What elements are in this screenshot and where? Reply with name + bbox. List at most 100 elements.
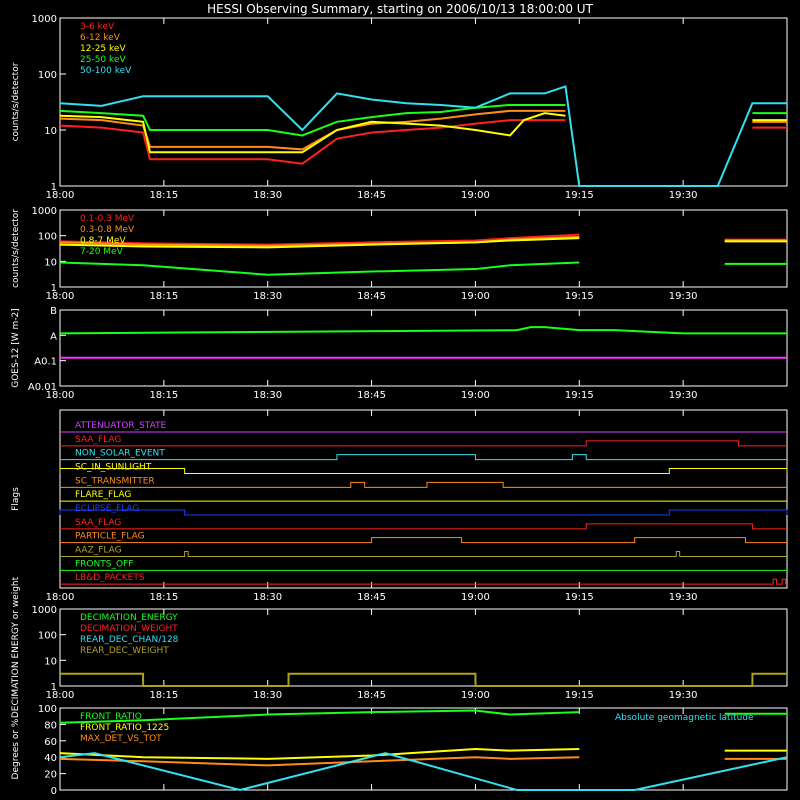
x-tick-label: 18:15 [149,592,178,603]
panel-goes: A0.01 A0.1 A B 18:00 18:15 18:30 18:45 19:00 19:1… [11,306,788,401]
series-label: PARTICLE_FLAG [75,532,145,542]
panel-ratios: 0 20 40 60 80 100 Degrees or % FRONT_RATIOFRONT… [11,704,788,797]
y-tick-label: 10 [44,656,57,667]
series-line [59,237,787,249]
series-line [59,326,787,335]
panel-frame [59,309,788,387]
series-line [59,119,787,165]
x-tick-label: 18:45 [357,690,386,701]
x-tick-label: 18:45 [357,291,386,302]
x-tick-label: 19:30 [669,592,698,603]
series-line [60,523,787,530]
series-line [59,709,787,724]
x-tick-label: 19:30 [669,390,698,401]
series-line [59,747,787,760]
x-tick-label: 19:15 [565,592,594,603]
x-tick-label: 18:15 [149,390,178,401]
legend-entry: 0.3-0.8 MeV [80,225,135,235]
series-line [60,551,787,557]
legend-entry: 25-50 keV [80,55,126,65]
y-tick-label: 10 [44,126,57,137]
series-line [59,85,787,187]
series-label: ECLIPSE_FLAG [75,504,139,514]
y-tick-label: 10 [44,257,57,268]
y-tick-label: A0.01 [28,382,57,393]
series-label: SAA_FLAG [75,435,121,445]
x-tick-label: 19:00 [461,592,490,603]
y-tick-label: 20 [44,770,57,781]
x-tick-label: 18:45 [357,190,386,201]
x-tick-label: 18:00 [46,291,75,302]
series-line [60,440,787,447]
y-axis-label: Flags [11,487,21,511]
y-tick-label: 1 [51,182,57,193]
panel-decimation: 1 10 100 1000 18:00 18:15 18:30 18:45 19:00 19:15… [11,576,788,718]
y-tick-label: 1000 [32,206,57,217]
series-line [59,103,787,137]
x-tick-label: 18:00 [46,690,75,701]
legend-entry: REAR_DEC_CHAN/128 [80,635,179,645]
y-tick-label: 40 [44,753,57,764]
legend-entry: 12-25 keV [80,44,126,54]
y-tick-label: 100 [38,631,57,642]
x-tick-label: 19:15 [565,690,594,701]
y-tick-label: 100 [38,704,57,715]
legend-entry: DECIMATION_WEIGHT [80,624,178,634]
series-label: SC_TRANSMITTER [75,476,155,486]
y-tick-label: 1000 [32,605,57,616]
legend-entry: 3-6 keV [80,22,115,32]
x-tick-label: 19:15 [565,390,594,401]
legend-entry: REAR_DEC_WEIGHT [80,646,169,656]
x-tick-label: 18:15 [149,690,178,701]
x-tick-label: 18:15 [149,291,178,302]
series-line [59,468,788,474]
series-label: FLARE_FLAG [75,490,131,500]
x-tick-label: 18:30 [253,592,282,603]
series-line [60,578,787,585]
x-tick-label: 19:15 [565,190,594,201]
x-tick-label: 18:30 [253,291,282,302]
series-line [60,537,787,544]
legend-entry: DECIMATION_ENERGY [80,613,178,623]
x-tick-label: 18:45 [357,592,386,603]
y-tick-label: 0 [51,786,57,797]
series-label: ATTENUATOR_STATE [75,421,167,431]
series-label: NON_SOLAR_EVENT [75,449,165,459]
x-tick-label: 18:30 [253,390,282,401]
x-tick-label: 19:00 [461,690,490,701]
legend-entry: 7-20 MeV [80,247,124,257]
y-axis-label: GOES-12 [W m-2] [11,308,21,388]
series-label: LB&D_PACKETS [75,573,145,583]
y-tick-label: 100 [38,70,57,81]
chart-title: HESSI Observing Summary, starting on 200… [207,2,593,16]
y-tick-label: 1 [51,682,57,693]
annotation: Absolute geomagnetic latitude [615,713,754,723]
series-line [59,752,788,792]
series-line [60,672,787,687]
x-tick-label: 18:15 [149,190,178,201]
legend-entry: FRONT_RATIO_1225 [80,723,169,733]
y-tick-label: 80 [44,720,57,731]
y-tick-label: 1 [51,283,57,294]
series-line [59,261,787,276]
legend-entry: MAX_DET_VS_TOT [80,734,162,744]
series-line [60,481,787,488]
y-tick-label: 100 [38,232,57,243]
x-tick-label: 18:30 [253,190,282,201]
y-axis-label: counts/s/detector [11,209,21,288]
x-tick-label: 18:00 [46,390,75,401]
x-tick-label: 19:00 [461,190,490,201]
panel-frame [59,608,788,687]
panel-flags: 18:00 18:15 18:30 18:45 19:00 19:15 19:30 Flags… [11,409,788,603]
legend-entry: 0.8-7 MeV [80,236,126,246]
series-label: SAA_FLAG [75,518,121,528]
panel-frame [59,17,788,187]
x-tick-label: 18:45 [357,390,386,401]
x-tick-label: 18:30 [253,690,282,701]
panel-frame [59,707,788,791]
panel-high_energy: 1 10 100 1000 18:00 18:15 18:30 18:45 19:00 19:15… [11,206,788,302]
y-tick-label: A0.1 [34,357,57,368]
legend-entry: FRONT_RATIO [80,712,142,722]
